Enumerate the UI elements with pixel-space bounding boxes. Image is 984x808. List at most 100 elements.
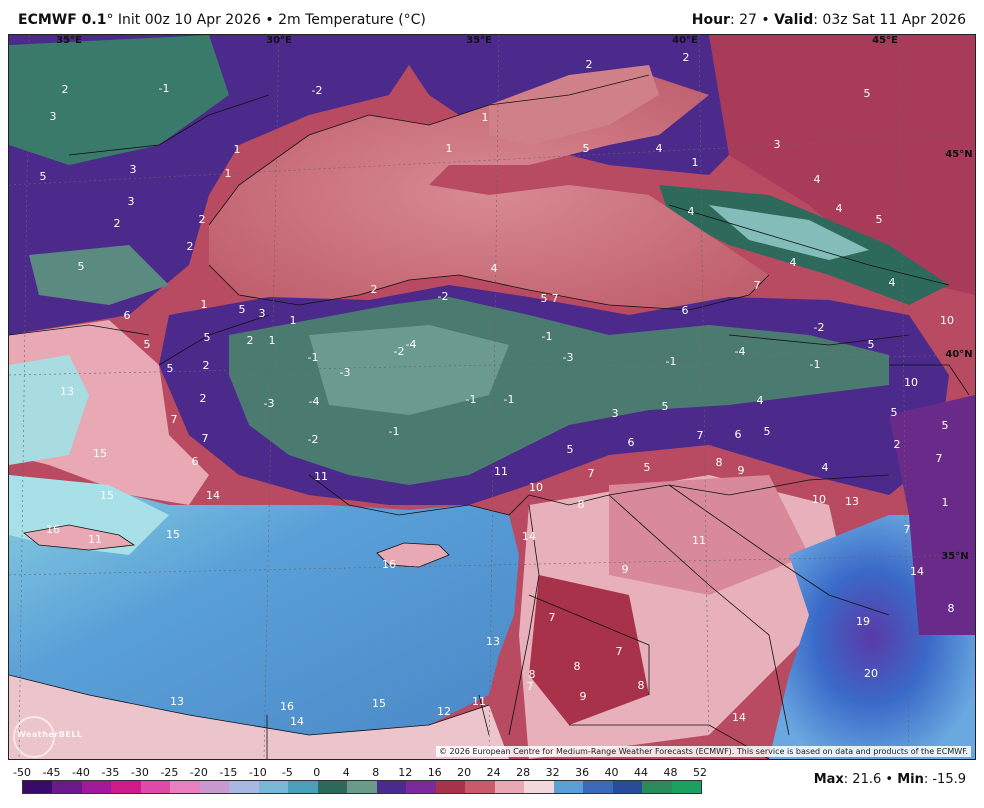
colorbar-segment: [642, 781, 672, 793]
zagros-purple-region: [889, 395, 975, 635]
temperature-value-label: 5: [144, 338, 151, 351]
temperature-value-label: 1: [482, 111, 489, 124]
aegean-sea: [9, 355, 89, 465]
temperature-value-label: -2: [814, 321, 825, 334]
temperature-value-label: 2: [203, 359, 210, 372]
colorbar-tick-label: -20: [189, 766, 208, 779]
temperature-value-label: 13: [845, 495, 859, 508]
colorbar-tick-label: 20: [457, 766, 472, 779]
temperature-value-label: 3: [259, 307, 266, 320]
colorbar-segment: [612, 781, 643, 793]
temperature-value-label: 11: [472, 695, 486, 708]
temperature-value-label: 8: [529, 668, 536, 681]
caucasus-peaks: [709, 205, 869, 260]
copyright-notice: © 2026 European Centre for Medium-Range …: [436, 746, 971, 757]
temperature-value-label: 9: [738, 464, 745, 477]
colorbar-segment: [494, 781, 525, 793]
temperature-value-label: 5: [567, 443, 574, 456]
temperature-value-label: 7: [588, 467, 595, 480]
temperature-value-label: 4: [836, 202, 843, 215]
temperature-value-label: 1: [225, 167, 232, 180]
temperature-value-label: 3: [130, 163, 137, 176]
central-plateau: [309, 325, 509, 415]
min-value: : -15.9: [923, 772, 966, 787]
colorbar-tick-label: -45: [42, 766, 61, 779]
graticule-label: 35°E: [466, 35, 492, 46]
temperature-value-label: 6: [192, 455, 199, 468]
temperature-value-label: 8: [948, 602, 955, 615]
temperature-map[interactable]: 35°E 30°E 35°E 40°E 45°E45°N40°N35°N 2 -13533…: [9, 35, 975, 759]
temperature-value-label: 4: [656, 142, 663, 155]
temperature-value-label: 5: [764, 425, 771, 438]
temperature-value-label: 13: [486, 635, 500, 648]
temperature-value-label: 2: [371, 283, 378, 296]
valid-value: : 03z Sat 11 Apr 2026: [813, 12, 966, 28]
colorbar-segment: [288, 781, 319, 793]
temperature-value-label: 16: [280, 700, 294, 713]
temperature-value-label: 5: [868, 338, 875, 351]
temperature-value-label: 2: [683, 51, 690, 64]
temperature-value-label: -1: [466, 393, 477, 406]
colorbar-tick-label: 48: [663, 766, 678, 779]
colorbar-tick-label: -35: [101, 766, 120, 779]
temperature-value-label: 1: [234, 143, 241, 156]
temperature-value-label: 14: [290, 715, 304, 728]
temperature-value-label: -2: [308, 433, 319, 446]
graticule-label: 35°N: [941, 551, 968, 562]
grid-labels: 35°E 30°E 35°E 40°E 45°E 45°N 40°N 35°N: [56, 35, 973, 562]
balkans-cold-region: [9, 35, 229, 165]
temperature-value-label: -1: [159, 82, 170, 95]
colorbar-tick-label: 32: [545, 766, 560, 779]
temperature-value-label: -4: [309, 395, 320, 408]
temperature-value-label: -1: [542, 330, 553, 343]
colorbar-tick-label: -15: [219, 766, 238, 779]
temperature-value-label: 7: [616, 645, 623, 658]
colorbar-tick-label: -30: [130, 766, 149, 779]
temperature-value-label: 14: [522, 530, 536, 543]
min-label: Min: [897, 772, 924, 787]
temperature-value-label: 5: [891, 406, 898, 419]
colorbar-tick-label: 28: [516, 766, 531, 779]
colorbar: [22, 780, 702, 794]
black-sea: [209, 75, 769, 310]
temperature-value-label: 15: [372, 697, 386, 710]
graticule: [9, 35, 975, 759]
temperature-value-label: 11: [314, 470, 328, 483]
max-min-readout: Max: 21.6 • Min: -15.9: [814, 772, 966, 787]
colorbar-tick-label: -10: [248, 766, 267, 779]
temperature-value-label: 1: [942, 496, 949, 509]
colorbar-tick-label: -40: [71, 766, 90, 779]
temperature-value-label: 7: [202, 432, 209, 445]
temperature-value-label: 11: [88, 533, 102, 546]
temperature-value-label: 6: [124, 309, 131, 322]
temperature-value-label: 8: [716, 456, 723, 469]
temperature-value-label: 5: [864, 87, 871, 100]
temperature-value-label: -1: [504, 393, 515, 406]
temperature-value-label: -2: [312, 84, 323, 97]
colorbar-segment: [376, 781, 407, 793]
graticule-label: 40°E: [672, 35, 698, 46]
colorbar-segment: [229, 781, 260, 793]
temperature-value-label: 5: [239, 303, 246, 316]
thrace-cold-region: [29, 245, 169, 305]
graticule-label: 35°E: [56, 35, 82, 46]
sea-of-azov: [489, 65, 659, 145]
colorbar-tick-label: -25: [160, 766, 179, 779]
temperature-value-label: -4: [406, 338, 417, 351]
max-label: Max: [813, 772, 844, 787]
temperature-value-label: 20: [864, 667, 878, 680]
colorbar-tick-label: 36: [575, 766, 590, 779]
temperature-value-label: 7: [549, 611, 556, 624]
temperature-value-label: 16: [46, 523, 60, 536]
temperature-value-label: 7: [552, 292, 559, 305]
temperature-value-label: 16: [382, 558, 396, 571]
temperature-value-label: 4: [491, 262, 498, 275]
colorbar-segment: [671, 781, 702, 793]
header-right: Hour: 27 • Valid: 03z Sat 11 Apr 2026: [692, 12, 966, 28]
temperature-value-label: -2: [438, 290, 449, 303]
cyprus-island: [377, 543, 449, 567]
graticule-label: 40°N: [945, 349, 972, 360]
map-panel[interactable]: 35°E 30°E 35°E 40°E 45°E 45°N 40°N 35°N 2 -1 3 5 3 3…: [8, 34, 976, 760]
russia-red-region: [709, 35, 975, 295]
temperature-value-label: 12: [437, 705, 451, 718]
